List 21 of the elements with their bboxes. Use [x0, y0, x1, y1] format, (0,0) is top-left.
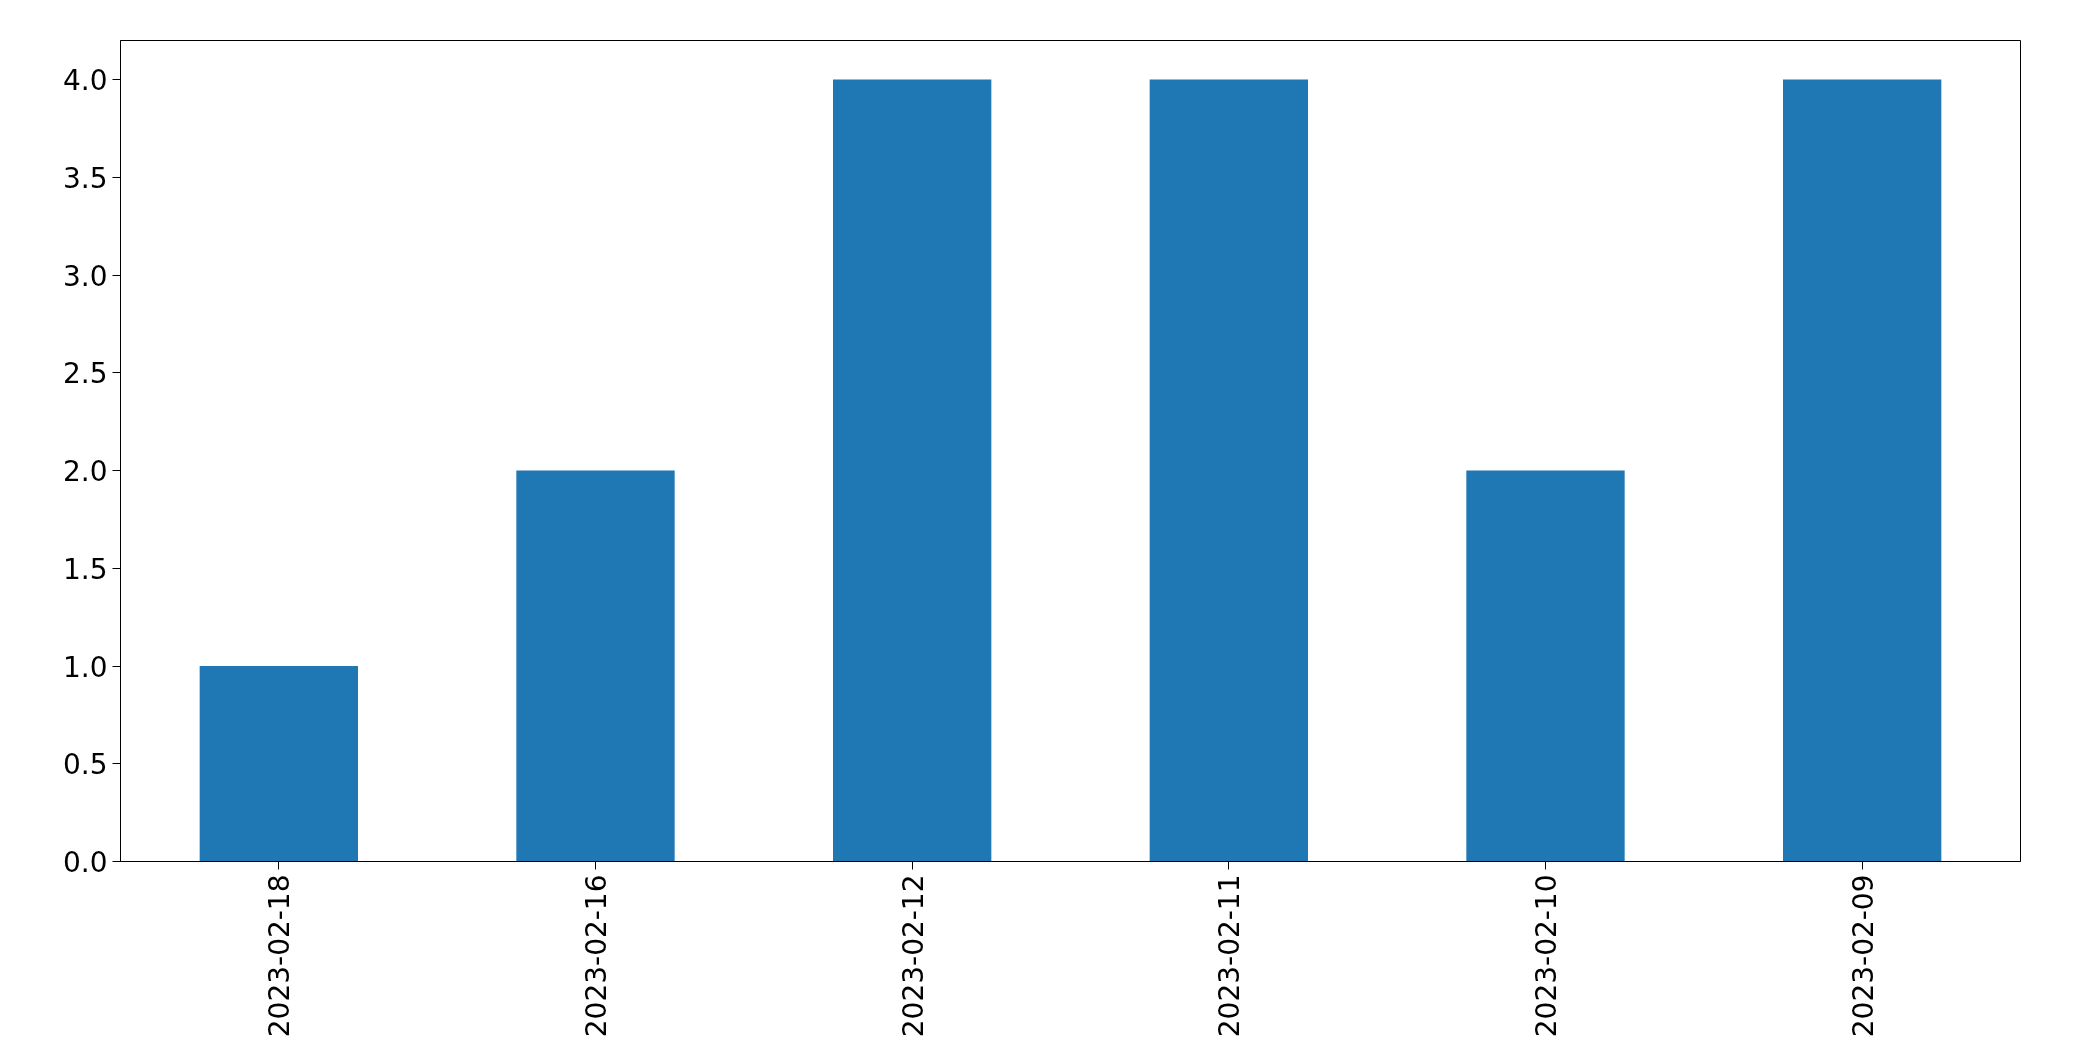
y-tick-label: 1.5 — [62, 552, 108, 586]
x-tick-label: 2023-02-11 — [1213, 874, 1247, 1038]
y-tick-label: 1.0 — [62, 650, 108, 684]
x-tick-label: 2023-02-16 — [580, 874, 613, 1038]
bar — [199, 666, 358, 862]
y-tick-label: 3.5 — [62, 161, 108, 195]
y-tick-label: 3.0 — [62, 259, 108, 293]
x-tick-label: 2023-02-09 — [1846, 874, 1880, 1038]
bar — [1466, 470, 1625, 862]
y-tick-label: 0.5 — [62, 748, 108, 782]
x-tick-label: 2023-02-12 — [896, 874, 930, 1038]
y-tick-label: 2.0 — [62, 455, 108, 489]
y-tick-label: 0.0 — [62, 846, 108, 879]
bar — [1149, 79, 1308, 862]
y-tick-label: 2.5 — [62, 357, 108, 391]
bar — [833, 79, 992, 862]
x-tick-label: 2023-02-18 — [263, 874, 297, 1038]
y-tick-label: 4.0 — [62, 64, 108, 98]
x-tick-label: 2023-02-10 — [1530, 874, 1563, 1038]
bar — [516, 470, 675, 862]
bar — [1783, 79, 1942, 862]
